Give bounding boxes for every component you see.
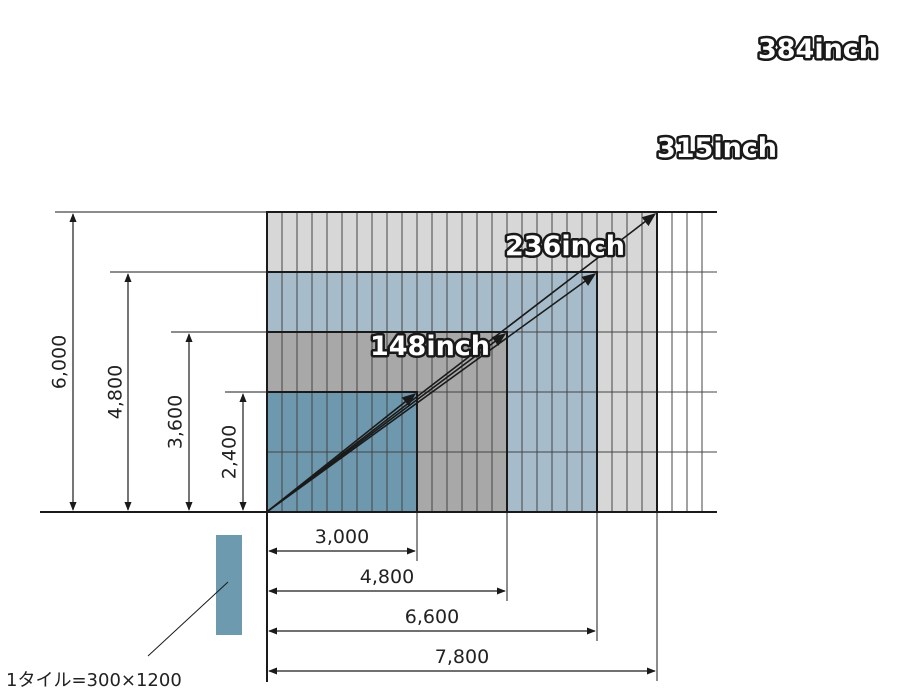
- tile-legend: 1タイル=300×1200: [6, 535, 242, 691]
- dimension-lines: 2,400 3,600 4,800 6,000 3,000 4,800 6,600 7,800: [49, 213, 656, 675]
- diagonal-arrow-315inch: [267, 273, 597, 512]
- size-label-315inch: 315inch: [657, 133, 777, 164]
- tile-sample: [216, 535, 242, 635]
- height-label-236inch: 3,600: [165, 395, 187, 449]
- width-label-384inch: 7,800: [435, 646, 489, 668]
- legend-leader-line: [147, 581, 229, 657]
- size-label-236inch: 236inch: [505, 231, 625, 262]
- height-label-384inch: 6,000: [49, 335, 71, 389]
- screen-outline-148inch: [266, 391, 418, 513]
- size-label-148inch: 148inch: [370, 331, 490, 362]
- diagonal-arrow-384inch: [267, 213, 657, 512]
- width-label-148inch: 3,000: [315, 526, 369, 548]
- diagonal-arrows: [267, 213, 657, 512]
- size-label-384inch: 384inch: [758, 34, 878, 65]
- width-label-236inch: 4,800: [360, 566, 414, 588]
- tile-legend-text: 1タイル=300×1200: [6, 670, 182, 691]
- height-label-148inch: 2,400: [219, 425, 241, 479]
- width-label-315inch: 6,600: [405, 606, 459, 628]
- height-label-315inch: 4,800: [105, 365, 127, 419]
- extension-lines: [55, 211, 658, 681]
- size-labels: 148inch 236inch 315inch 384inch: [367, 32, 880, 365]
